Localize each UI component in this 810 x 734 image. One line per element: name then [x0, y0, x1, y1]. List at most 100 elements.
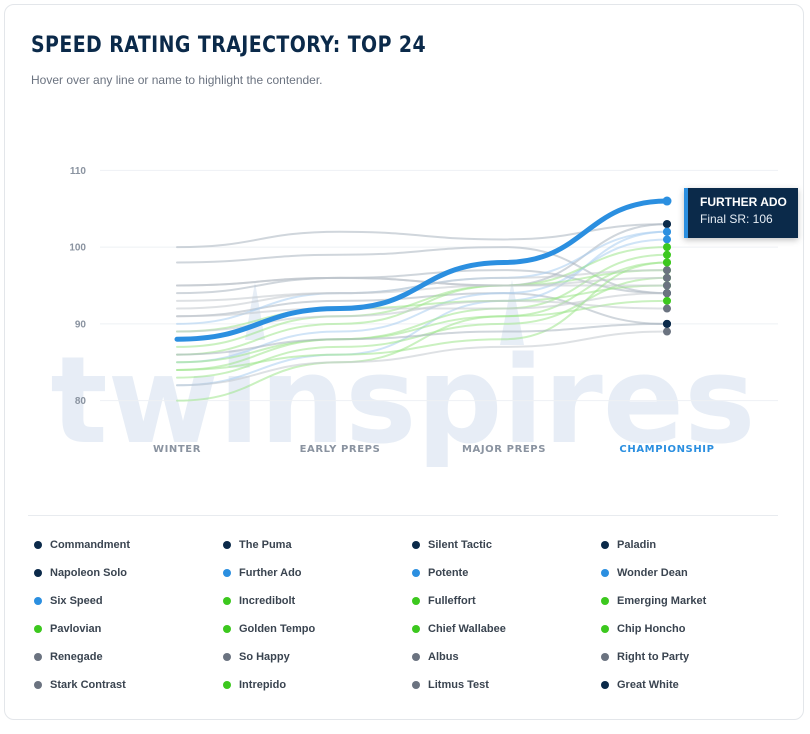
- legend-label: So Happy: [239, 651, 290, 663]
- series-line-intrepido[interactable]: [176, 261, 668, 371]
- legend-item-right-to-party[interactable]: Right to Party: [601, 648, 689, 666]
- legend-item-pavlovian[interactable]: Pavlovian: [34, 620, 101, 638]
- final-point-incredibolt[interactable]: [663, 243, 671, 252]
- legend-item-chip-honcho[interactable]: Chip Honcho: [601, 620, 685, 638]
- series-line-right-to-party[interactable]: [176, 276, 668, 287]
- legend-dot: [223, 625, 231, 633]
- legend-item-potente[interactable]: Potente: [412, 564, 468, 582]
- final-point-great-white[interactable]: [663, 319, 671, 328]
- chart-card: SPEED RATING TRAJECTORY: TOP 24 Hover ov…: [4, 4, 804, 720]
- legend-item-the-puma[interactable]: The Puma: [223, 536, 292, 554]
- x-category-label: CHAMPIONSHIP: [619, 444, 714, 455]
- series-line-incredibolt[interactable]: [176, 246, 668, 356]
- legend-item-golden-tempo[interactable]: Golden Tempo: [223, 620, 315, 638]
- legend-dot: [34, 569, 42, 577]
- y-tick-label: 90: [75, 319, 87, 330]
- series-line-napoleon-solo[interactable]: [176, 246, 668, 295]
- series-line-litmus-test[interactable]: [176, 292, 668, 318]
- series-line-emerging-market[interactable]: [176, 261, 668, 402]
- legend-dot: [412, 681, 420, 689]
- legend-label: Wonder Dean: [617, 567, 688, 579]
- legend-label: Potente: [428, 567, 469, 579]
- series-line-chief-wallabee[interactable]: [176, 284, 668, 333]
- legend-item-stark-contrast[interactable]: Stark Contrast: [34, 676, 126, 694]
- legend-label: Renegade: [50, 651, 103, 663]
- legend-dot: [601, 625, 609, 633]
- legend-item-incredibolt[interactable]: Incredibolt: [223, 592, 295, 610]
- legend-dot: [601, 597, 609, 605]
- legend-label: Six Speed: [50, 595, 103, 607]
- legend-label: Emerging Market: [617, 595, 707, 607]
- final-point-paladin[interactable]: [663, 220, 671, 229]
- legend-item-albus[interactable]: Albus: [412, 648, 459, 666]
- legend-item-further-ado[interactable]: Further Ado: [223, 564, 302, 582]
- legend-label: Further Ado: [239, 567, 302, 579]
- legend-dot: [34, 541, 42, 549]
- y-tick-label: 110: [70, 166, 87, 177]
- legend-item-paladin[interactable]: Paladin: [601, 536, 656, 554]
- legend-item-commandment[interactable]: Commandment: [34, 536, 130, 554]
- final-point-intrepido[interactable]: [663, 258, 671, 267]
- final-point-so-happy[interactable]: [663, 281, 671, 290]
- legend-label: Stark Contrast: [50, 679, 126, 691]
- final-point-renegade[interactable]: [663, 266, 671, 275]
- series-line-stark-contrast[interactable]: [176, 330, 668, 387]
- speed-rating-line-chart[interactable]: twinspires 80 90 100 110 WINTER EARLY PREPS M…: [0, 0, 810, 500]
- watermark-layer: twinspires: [50, 280, 756, 471]
- legend-dot: [412, 653, 420, 661]
- series-line-further-ado[interactable]: [174, 198, 670, 342]
- legend-item-wonder-dean[interactable]: Wonder Dean: [601, 564, 688, 582]
- series-line-great-white[interactable]: [176, 322, 668, 356]
- legend-label: Chip Honcho: [617, 623, 686, 635]
- x-category-label: MAJOR PREPS: [462, 444, 546, 455]
- legend-item-litmus-test[interactable]: Litmus Test: [412, 676, 489, 694]
- final-point-litmus-test[interactable]: [663, 289, 671, 298]
- legend-label: The Puma: [239, 539, 292, 551]
- legend-label: Intrepido: [239, 679, 287, 691]
- legend-label: Right to Party: [617, 651, 690, 663]
- final-point-stark-contrast[interactable]: [663, 327, 671, 336]
- legend-item-so-happy[interactable]: So Happy: [223, 648, 290, 666]
- final-point-wonder-dean[interactable]: [663, 235, 671, 244]
- final-point-chip-honcho[interactable]: [663, 296, 671, 305]
- series-line-chip-honcho[interactable]: [176, 299, 668, 364]
- legend-item-emerging-market[interactable]: Emerging Market: [601, 592, 706, 610]
- legend-dot: [412, 597, 420, 605]
- legend-dot: [34, 625, 42, 633]
- legend-item-chief-wallabee[interactable]: Chief Wallabee: [412, 620, 506, 638]
- final-point-fulleffort[interactable]: [663, 250, 671, 259]
- legend-item-renegade[interactable]: Renegade: [34, 648, 103, 666]
- tooltip-name: FURTHER ADO: [700, 195, 787, 209]
- final-points[interactable]: [662, 196, 672, 336]
- legend-item-intrepido[interactable]: Intrepido: [223, 676, 286, 694]
- spire-shape-right: [500, 280, 524, 345]
- legend-label: Chief Wallabee: [428, 623, 506, 635]
- legend-label: Commandment: [50, 539, 131, 551]
- series-line-pavlovian[interactable]: [176, 269, 668, 348]
- legend-item-silent-tactic[interactable]: Silent Tactic: [412, 536, 492, 554]
- legend-label: Paladin: [617, 539, 657, 551]
- series-lines[interactable]: [174, 198, 670, 402]
- chart-title: SPEED RATING TRAJECTORY: TOP 24: [31, 33, 427, 58]
- legend-dot: [34, 653, 42, 661]
- chart-subtitle: Hover over any line or name to highlight…: [31, 73, 323, 87]
- legend-item-six-speed[interactable]: Six Speed: [34, 592, 103, 610]
- highlight-tooltip: FURTHER ADO Final SR: 106: [684, 188, 798, 238]
- final-point-further-ado[interactable]: [662, 196, 672, 206]
- final-point-six-speed[interactable]: [663, 227, 671, 236]
- final-point-right-to-party[interactable]: [663, 273, 671, 282]
- legend-label: Fulleffort: [428, 595, 476, 607]
- legend-dot: [601, 681, 609, 689]
- y-tick-label: 80: [75, 396, 87, 407]
- y-tick-label: 100: [69, 243, 86, 254]
- legend-item-great-white[interactable]: Great White: [601, 676, 679, 694]
- legend-item-fulleffort[interactable]: Fulleffort: [412, 592, 476, 610]
- legend-dot: [601, 541, 609, 549]
- legend-label: Litmus Test: [428, 679, 489, 691]
- legend-dot: [601, 569, 609, 577]
- series-line-fulleffort[interactable]: [176, 253, 668, 371]
- legend-dot: [601, 653, 609, 661]
- legend-dot: [34, 681, 42, 689]
- final-point-albus[interactable]: [663, 304, 671, 313]
- legend-item-napoleon-solo[interactable]: Napoleon Solo: [34, 564, 127, 582]
